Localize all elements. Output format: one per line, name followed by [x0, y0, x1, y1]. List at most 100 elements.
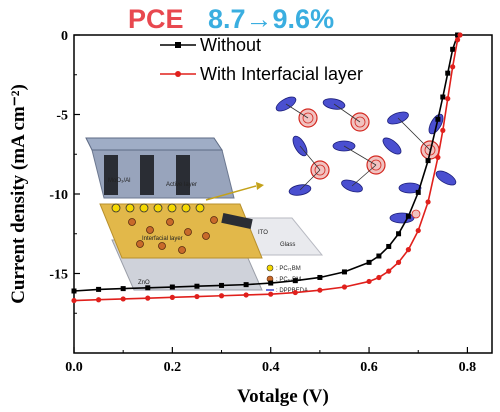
- pcbm-dots: [111, 203, 205, 213]
- data-point-without: [96, 286, 102, 292]
- data-point-without: [415, 189, 421, 195]
- x-tick-label: 0.8: [459, 360, 477, 375]
- y-axis-title: Current density (mA cm⁻²): [8, 84, 29, 304]
- data-point-with: [268, 291, 274, 297]
- fullerene-core: [302, 112, 314, 124]
- active-layer-top: [85, 137, 223, 151]
- data-point-with: [425, 199, 431, 205]
- data-point-with: [317, 287, 323, 293]
- zoom-arrow: [205, 185, 257, 201]
- label-moo3: MoO₃/Al: [108, 178, 130, 184]
- data-point-with: [194, 293, 200, 300]
- zoom-arrow-head: [256, 182, 264, 190]
- data-point-without: [450, 46, 456, 52]
- y-tick-label: -5: [56, 109, 68, 124]
- electrode-3: [176, 155, 190, 195]
- legend-marker-with: [175, 71, 181, 77]
- series-line-0: [73, 34, 459, 292]
- data-point-without: [243, 282, 249, 288]
- network-link: [333, 103, 361, 123]
- data-point-without: [376, 253, 382, 259]
- dpp-unit: [382, 137, 402, 155]
- data-point-without: [435, 116, 441, 122]
- data-point-with: [243, 292, 249, 298]
- pce-value-change: 8.7→9.6%: [208, 4, 334, 34]
- data-point-without: [292, 278, 298, 284]
- data-point-with: [366, 278, 372, 285]
- data-point-without: [268, 280, 274, 286]
- label-active-layer: Active layer: [166, 182, 197, 188]
- data-point-with: [395, 259, 402, 265]
- data-point-with: [292, 289, 298, 296]
- legend-pc71bm-dot: [266, 264, 274, 272]
- data-point-with: [145, 295, 151, 301]
- chart-legend: Without With Interfacial layer: [160, 35, 363, 84]
- data-point-with: [218, 293, 225, 299]
- data-point-with: [376, 274, 382, 281]
- data-point-without: [425, 158, 431, 164]
- data-point-without: [396, 231, 402, 237]
- dpp-unit: [435, 170, 457, 186]
- ito-electrode: [221, 212, 253, 230]
- data-point-without: [440, 94, 446, 100]
- legend-label-with: With Interfacial layer: [200, 64, 363, 84]
- data-point-with: [386, 268, 392, 274]
- label-glass: Glass: [280, 242, 295, 248]
- data-point-without: [120, 286, 126, 292]
- data-point-without: [169, 284, 175, 290]
- electrode-1: [104, 155, 118, 195]
- fullerene-isolated: [411, 209, 421, 219]
- data-point-without: [145, 285, 151, 291]
- x-tick-label: 0.2: [164, 360, 182, 375]
- legend-marker-without: [175, 42, 181, 48]
- data-point-with: [415, 227, 421, 234]
- data-point-without: [366, 259, 372, 265]
- network-link: [285, 103, 309, 119]
- network-link: [397, 117, 431, 151]
- data-point-without: [341, 269, 347, 275]
- data-point-with: [71, 297, 77, 304]
- pc61bm-dots: [128, 216, 218, 254]
- electrode-2: [140, 155, 154, 195]
- x-tick-label: 0.0: [65, 360, 83, 375]
- legend-label-without: Without: [200, 35, 261, 55]
- y-tick-label: -10: [49, 188, 68, 203]
- network-link: [351, 164, 377, 187]
- y-tick-label: -15: [49, 268, 68, 283]
- x-tick-label: 0.6: [360, 360, 378, 375]
- data-point-without: [405, 213, 411, 219]
- data-point-without: [71, 288, 77, 294]
- data-point-without: [219, 282, 225, 288]
- x-tick-label: 0.4: [262, 360, 280, 375]
- data-point-with: [169, 294, 175, 300]
- data-point-with: [341, 284, 348, 290]
- data-point-with: [435, 154, 441, 161]
- pce-label: PCE: [128, 4, 184, 34]
- label-zno: ZnO: [138, 280, 150, 286]
- fullerene-core: [314, 164, 326, 176]
- legend-pc71bm-text: : PC₇₁BM: [276, 266, 301, 272]
- data-point-with: [440, 127, 446, 133]
- fullerene-core: [370, 159, 382, 171]
- data-point-without: [317, 274, 323, 280]
- data-point-with: [454, 37, 461, 43]
- data-point-with: [120, 296, 126, 302]
- fullerene-core: [354, 116, 366, 128]
- y-tick-label: 0: [61, 29, 68, 44]
- data-point-with: [457, 32, 463, 38]
- label-interfacial-layer: Interfacial layer: [142, 236, 183, 242]
- molecular-network-illustration: [275, 96, 457, 224]
- data-point-with: [95, 297, 102, 303]
- network-link: [299, 169, 321, 191]
- device-schematic-inset: MoO₃/Al Active layer Interfacial layer Z…: [85, 137, 324, 294]
- axis-ticks: 0.0 0.2 0.4 0.6 0.8 0 -5 -10 -15: [49, 29, 476, 375]
- label-ito: ITO: [258, 230, 268, 236]
- legend-dpp-text: : DPPBEDA: [276, 288, 308, 294]
- data-point-without: [445, 70, 451, 76]
- data-point-with: [450, 64, 456, 70]
- data-point-with: [445, 96, 451, 102]
- network-link: [343, 145, 377, 166]
- network-link: [299, 145, 321, 171]
- data-series: [71, 32, 463, 304]
